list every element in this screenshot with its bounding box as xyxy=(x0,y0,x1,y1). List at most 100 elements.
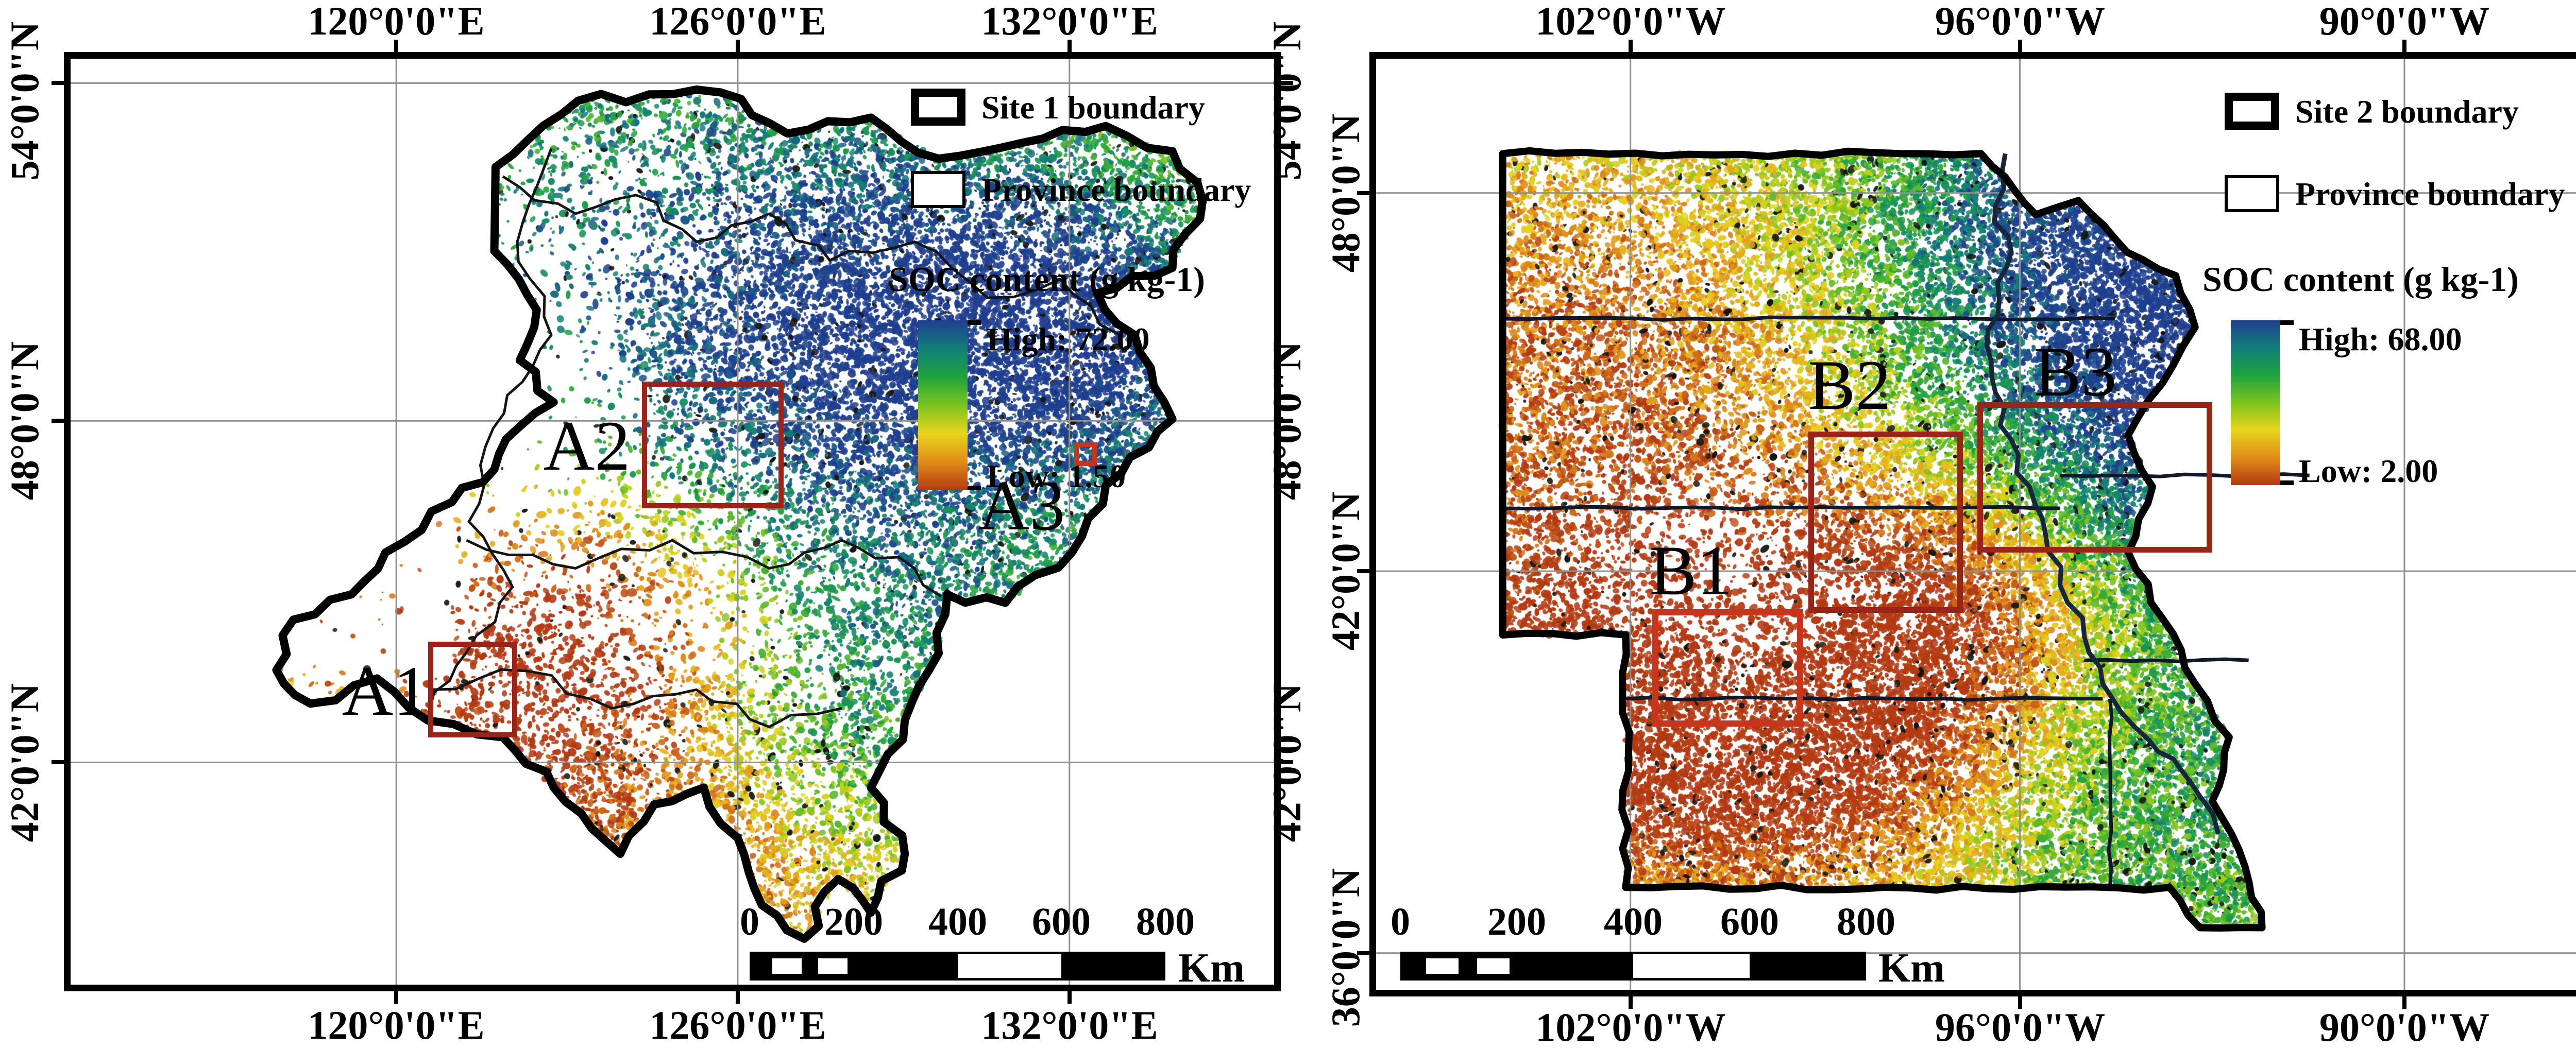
site1-top-lon-132E: 132°0'0"E xyxy=(981,0,1158,43)
site2-legend-site-boundary-label: Site 2 boundary xyxy=(2295,93,2519,130)
axis-tick xyxy=(735,988,740,1004)
site1-legend-site-boundary-label: Site 1 boundary xyxy=(981,89,1205,126)
site-boundary-outline xyxy=(1499,147,2266,932)
site1-area-label-A2: A2 xyxy=(543,406,631,485)
site1-scalebar-200: 200 xyxy=(824,900,883,943)
river-line xyxy=(1985,153,2221,835)
site2-top-lon-102W: 102°0'0"W xyxy=(1535,0,1726,43)
site1-scalebar-0: 0 xyxy=(740,900,759,943)
site2-area-label-B3: B3 xyxy=(2033,332,2117,411)
axis-tick xyxy=(1067,40,1072,55)
province-boundary-line xyxy=(430,668,842,729)
axis-tick xyxy=(2018,993,2022,1009)
site1-scalebar-800: 800 xyxy=(1136,900,1195,943)
site2-scalebar-0: 0 xyxy=(1391,900,1410,943)
axis-tick xyxy=(1278,81,1293,85)
site1-study-box-A3 xyxy=(1074,442,1097,466)
site1-scalebar-bar xyxy=(750,952,1165,981)
site1-map-overlay xyxy=(67,55,1278,988)
site1-area-label-A1: A1 xyxy=(342,651,429,730)
axis-tick xyxy=(2018,40,2022,55)
site-boundary-outline xyxy=(272,85,1207,943)
state-boundary-line xyxy=(1502,315,2115,322)
axis-tick xyxy=(394,988,399,1004)
site2-map-panel xyxy=(1369,52,2576,996)
site1-legend-site-boundary-swatch xyxy=(911,89,965,126)
site2-area-label-B2: B2 xyxy=(1808,346,1891,424)
state-boundary-line xyxy=(1625,695,2103,702)
axis-tick xyxy=(1357,191,1372,195)
site2-scalebar: 0 200 400 600 800 Km xyxy=(1391,900,1945,989)
site2-bottom-lon-90W: 90°0'0"W xyxy=(2319,1005,2490,1049)
axis-tick xyxy=(1278,419,1293,423)
site2-bottom-lon-96W: 96°0'0"W xyxy=(1935,1005,2106,1049)
site1-area-label-A3: A3 xyxy=(978,466,1065,545)
site2-soc-raster-canvas xyxy=(1372,55,2576,993)
site2-map-overlay xyxy=(1372,55,2576,993)
site2-study-box-B2 xyxy=(1808,432,1963,613)
site1-study-box-A2 xyxy=(642,382,784,508)
site1-bottom-lon-126E: 126°0'0"E xyxy=(649,1003,826,1047)
site1-scalebar-600: 600 xyxy=(1032,900,1091,943)
axis-tick xyxy=(1628,993,1633,1009)
site1-top-lon-126E: 126°0'0"E xyxy=(649,0,826,43)
site2-study-box-B1 xyxy=(1652,609,1803,727)
site2-scalebar-600: 600 xyxy=(1720,900,1779,943)
site1-top-lon-120E: 120°0'0"E xyxy=(308,0,485,43)
axis-tick xyxy=(52,760,67,765)
site1-left-lat-54N: 54°0'0"N xyxy=(2,21,47,181)
axis-tick xyxy=(1628,40,1633,55)
site1-study-box-A1 xyxy=(428,642,517,737)
state-boundary-line xyxy=(2107,698,2114,888)
site2-study-box-B3 xyxy=(1977,402,2212,553)
axis-tick xyxy=(52,419,67,423)
state-boundary-line xyxy=(1502,505,2060,511)
axis-tick xyxy=(394,40,399,55)
site1-right-lat-54N: 54°0'0"N xyxy=(1264,21,1309,181)
axis-tick xyxy=(1067,988,1072,1004)
site1-legend-high-label: High: 72.00 xyxy=(987,321,1150,357)
site2-bottom-lon-102W: 102°0'0"W xyxy=(1535,1005,1726,1049)
site2-scalebar-unit: Km xyxy=(1878,945,1945,991)
axis-tick xyxy=(1357,569,1372,574)
site2-legend-province-boundary-swatch xyxy=(2225,175,2279,212)
site1-ramp-low-tick xyxy=(968,486,981,490)
site1-scalebar: 0 200 400 600 800 Km xyxy=(740,900,1245,989)
site1-scalebar-400: 400 xyxy=(928,900,987,943)
site2-legend-high-label: High: 68.00 xyxy=(2299,321,2462,357)
site2-legend-soc-title: SOC content (g kg-1) xyxy=(2202,260,2519,299)
site1-soc-raster-canvas xyxy=(67,55,1278,988)
site2-top-lon-90W: 90°0'0"W xyxy=(2319,0,2490,43)
site2-top-lon-96W: 96°0'0"W xyxy=(1935,0,2106,43)
axis-tick xyxy=(52,81,67,85)
site2-left-lat-36N: 36°0'0"N xyxy=(1323,868,1368,1027)
axis-tick xyxy=(2402,40,2406,55)
axis-tick xyxy=(735,40,740,55)
site1-bottom-lon-132E: 132°0'0"E xyxy=(981,1003,1158,1047)
site2-scalebar-bar xyxy=(1400,952,1866,981)
site1-left-lat-48N: 48°0'0"N xyxy=(2,341,47,501)
site1-legend-province-boundary-swatch xyxy=(911,171,965,208)
site1-scalebar-unit: Km xyxy=(1178,945,1245,991)
site1-soc-color-ramp xyxy=(918,320,968,490)
site2-legend-low-label: Low: 2.00 xyxy=(2299,453,2438,489)
axis-tick xyxy=(2402,993,2406,1009)
province-boundary-line xyxy=(429,148,553,709)
province-boundary-line xyxy=(466,539,942,598)
site2-ramp-low-tick xyxy=(2280,480,2294,485)
province-boundary-line xyxy=(502,175,1121,336)
site2-scalebar-800: 800 xyxy=(1837,900,1895,943)
site1-bottom-lon-120E: 120°0'0"E xyxy=(308,1003,485,1047)
site1-legend-soc-title: SOC content (g kg-1) xyxy=(889,260,1205,299)
site2-legend-province-boundary-label: Province boundary xyxy=(2295,176,2565,212)
axis-tick xyxy=(1357,951,1372,955)
site1-legend-province-boundary-label: Province boundary xyxy=(981,171,1251,208)
site2-scalebar-200: 200 xyxy=(1487,900,1546,943)
site1-ramp-high-tick xyxy=(968,320,981,325)
site2-legend-site-boundary-swatch xyxy=(2225,93,2279,130)
site2-soc-color-ramp xyxy=(2231,320,2280,485)
site2-ramp-high-tick xyxy=(2280,320,2294,325)
site2-area-label-B1: B1 xyxy=(1649,531,1733,610)
site1-legend-low-label: Low: 1.50 xyxy=(987,458,1126,494)
